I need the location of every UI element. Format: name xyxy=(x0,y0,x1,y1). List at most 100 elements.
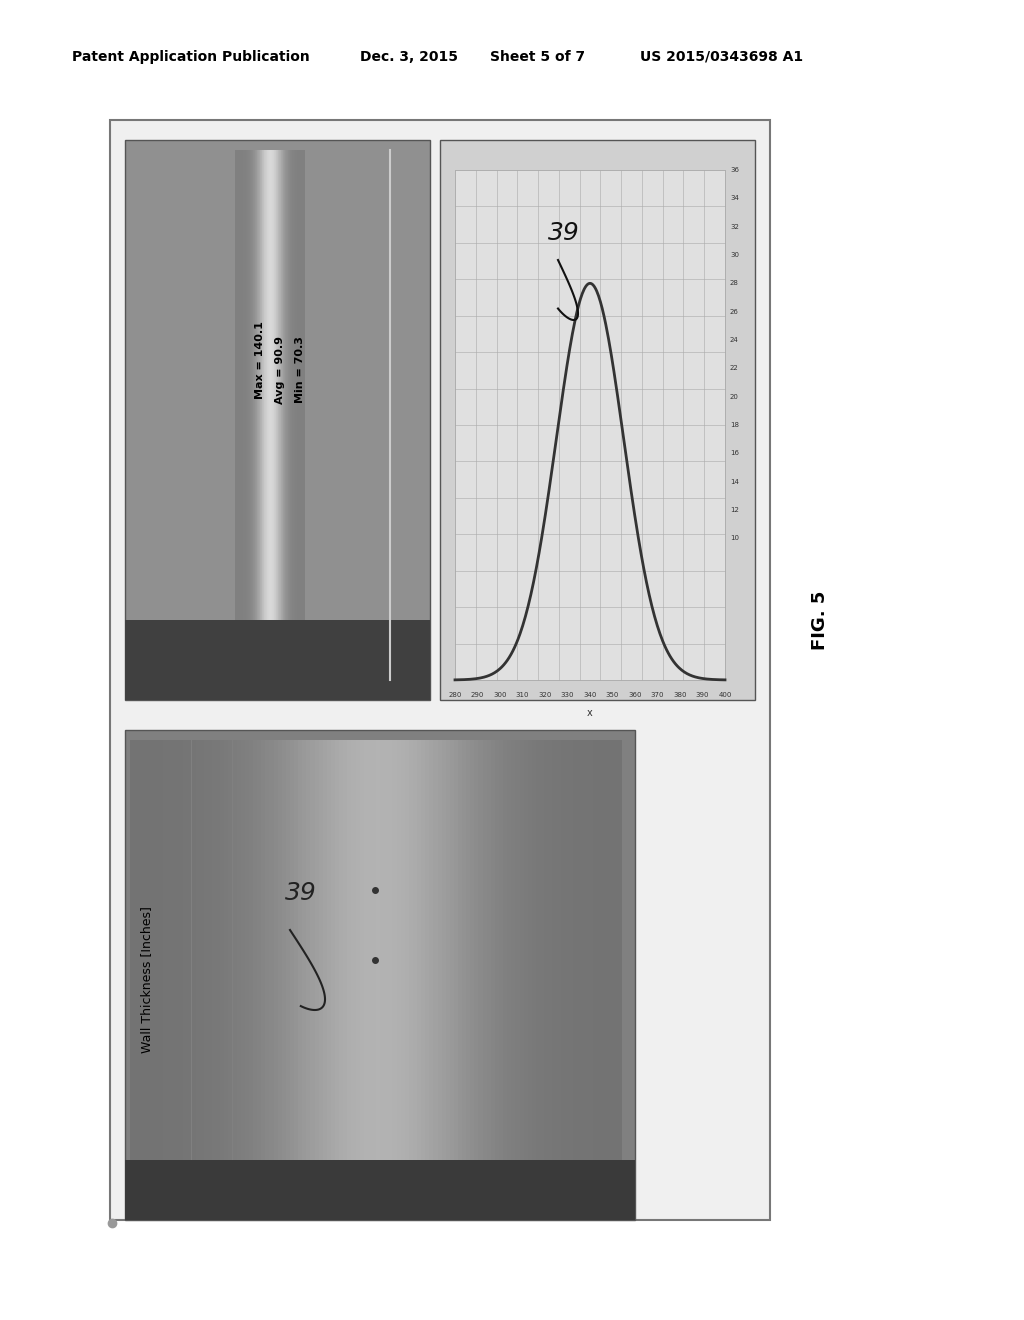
Bar xyxy=(335,741,339,1210)
Text: 10: 10 xyxy=(730,536,739,541)
Bar xyxy=(425,741,429,1210)
Bar xyxy=(224,741,228,1210)
Bar xyxy=(183,741,187,1210)
Bar xyxy=(187,741,191,1210)
Bar xyxy=(577,741,581,1210)
Bar xyxy=(392,741,396,1210)
Bar xyxy=(249,741,253,1210)
Bar xyxy=(138,741,142,1210)
Bar xyxy=(499,741,503,1210)
Bar xyxy=(462,741,466,1210)
Bar xyxy=(110,120,770,1220)
Bar xyxy=(458,741,462,1210)
Bar xyxy=(417,741,421,1210)
Bar xyxy=(503,741,507,1210)
Bar xyxy=(175,741,179,1210)
Bar xyxy=(142,741,146,1210)
Bar xyxy=(163,741,167,1210)
Text: 380: 380 xyxy=(673,692,687,698)
Bar xyxy=(617,741,622,1210)
Text: 16: 16 xyxy=(730,450,739,457)
Bar xyxy=(347,741,351,1210)
Bar xyxy=(613,741,617,1210)
Text: 28: 28 xyxy=(730,280,739,286)
Bar xyxy=(253,741,257,1210)
Text: 36: 36 xyxy=(730,168,739,173)
Text: 350: 350 xyxy=(606,692,620,698)
Text: 370: 370 xyxy=(650,692,665,698)
Text: 300: 300 xyxy=(494,692,507,698)
Bar xyxy=(560,741,564,1210)
Bar xyxy=(556,741,560,1210)
Bar xyxy=(310,741,314,1210)
Bar xyxy=(548,741,552,1210)
Bar xyxy=(146,741,151,1210)
Bar xyxy=(125,730,635,1220)
Bar xyxy=(384,741,388,1210)
Bar xyxy=(380,741,384,1210)
Bar xyxy=(531,741,536,1210)
Text: Patent Application Publication: Patent Application Publication xyxy=(72,50,309,63)
Bar xyxy=(196,741,200,1210)
Bar xyxy=(589,741,593,1210)
Bar xyxy=(404,741,409,1210)
Bar xyxy=(364,741,368,1210)
Bar xyxy=(568,741,572,1210)
Text: 22: 22 xyxy=(730,366,738,371)
Bar xyxy=(388,741,392,1210)
Bar xyxy=(466,741,470,1210)
Bar xyxy=(482,741,486,1210)
Text: FIG. 5: FIG. 5 xyxy=(811,590,829,649)
Text: 39: 39 xyxy=(285,880,316,906)
Bar xyxy=(495,741,499,1210)
Text: Avg = 90.9: Avg = 90.9 xyxy=(275,337,285,404)
Bar xyxy=(318,741,323,1210)
Text: 39: 39 xyxy=(548,220,580,246)
Text: Sheet 5 of 7: Sheet 5 of 7 xyxy=(490,50,585,63)
Text: Dec. 3, 2015: Dec. 3, 2015 xyxy=(360,50,458,63)
Bar xyxy=(351,741,355,1210)
Bar xyxy=(540,741,544,1210)
Bar xyxy=(232,741,237,1210)
Text: 400: 400 xyxy=(718,692,732,698)
Bar xyxy=(125,620,430,700)
Bar xyxy=(265,741,269,1210)
Text: 20: 20 xyxy=(730,393,739,400)
Bar xyxy=(478,741,482,1210)
Text: 290: 290 xyxy=(471,692,484,698)
Text: 24: 24 xyxy=(730,337,738,343)
Bar xyxy=(323,741,327,1210)
Bar xyxy=(212,741,216,1210)
Bar xyxy=(437,741,441,1210)
Bar xyxy=(527,741,531,1210)
Bar xyxy=(343,741,347,1210)
Bar xyxy=(216,741,220,1210)
Bar xyxy=(507,741,511,1210)
Bar xyxy=(396,741,400,1210)
Text: Max = 140.1: Max = 140.1 xyxy=(255,321,265,399)
Bar xyxy=(298,741,302,1210)
Text: Min = 70.3: Min = 70.3 xyxy=(295,337,305,404)
Text: 12: 12 xyxy=(730,507,739,513)
Bar xyxy=(306,741,310,1210)
Text: US 2015/0343698 A1: US 2015/0343698 A1 xyxy=(640,50,803,63)
Bar xyxy=(257,741,261,1210)
Bar xyxy=(474,741,478,1210)
Bar xyxy=(125,1160,635,1220)
Text: 330: 330 xyxy=(561,692,574,698)
Bar xyxy=(455,170,725,680)
Bar xyxy=(440,140,755,700)
Text: 360: 360 xyxy=(629,692,642,698)
Bar xyxy=(544,741,548,1210)
Text: 310: 310 xyxy=(516,692,529,698)
Bar xyxy=(581,741,585,1210)
Bar xyxy=(429,741,433,1210)
Bar xyxy=(454,741,458,1210)
Bar xyxy=(609,741,613,1210)
Bar xyxy=(441,741,445,1210)
Text: 26: 26 xyxy=(730,309,739,314)
Bar xyxy=(269,741,273,1210)
Bar xyxy=(179,741,183,1210)
Bar xyxy=(327,741,331,1210)
Bar xyxy=(200,741,204,1210)
